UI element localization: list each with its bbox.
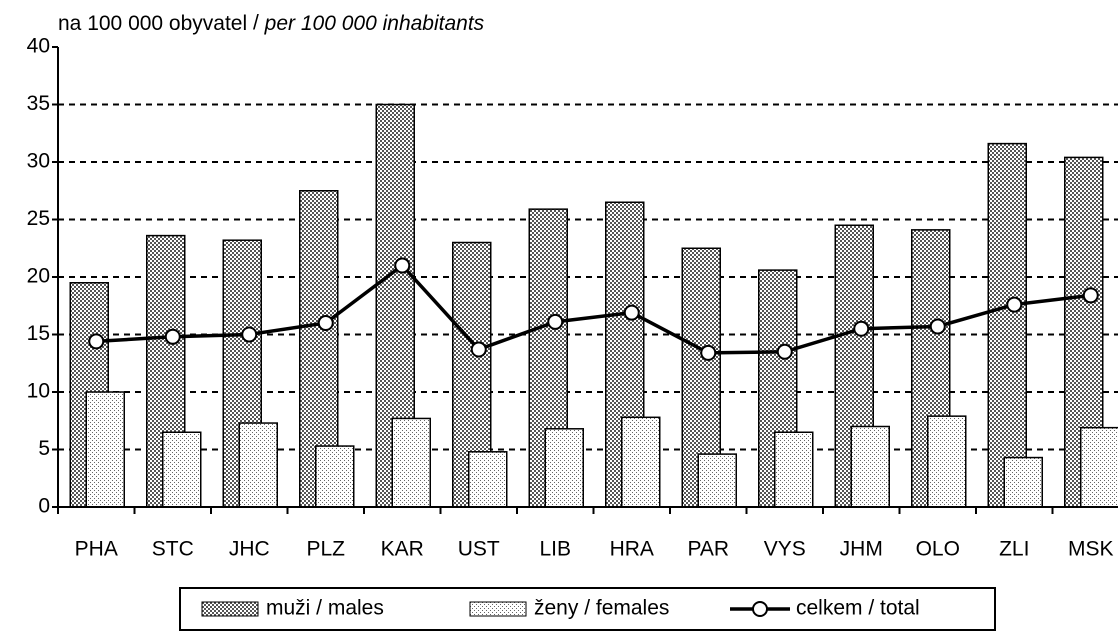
legend-label: muži / males [266, 597, 384, 620]
bar [987, 142, 1027, 508]
bar [774, 431, 814, 508]
x-tick-label: HRA [610, 538, 654, 561]
x-tick-label: PAR [687, 538, 729, 561]
x-tick-label: STC [152, 538, 194, 561]
marker [470, 341, 487, 358]
legend [179, 587, 996, 631]
legend-marker [752, 601, 768, 617]
marker [853, 320, 870, 337]
legend-swatch [201, 601, 259, 617]
bar [697, 453, 737, 508]
marker [317, 315, 334, 331]
marker [88, 333, 105, 350]
y-tick-label: 0 [38, 495, 50, 518]
y-tick-label: 25 [27, 207, 50, 230]
bar [391, 417, 431, 508]
x-tick-label: LIB [539, 538, 571, 561]
chart-title: na 100 000 obyvatel / per 100 000 inhabi… [58, 12, 485, 35]
x-tick-label: MSK [1068, 538, 1114, 561]
bar [850, 425, 890, 508]
y-tick-label: 10 [27, 380, 50, 403]
bar [315, 445, 355, 508]
line [96, 263, 1091, 355]
x-tick-label: ZLI [999, 538, 1029, 561]
marker [776, 343, 793, 360]
bar [927, 415, 967, 508]
x-tick-label: PLZ [306, 538, 345, 561]
marker [547, 313, 564, 330]
legend-label: celkem / total [796, 597, 920, 620]
y-tick-label: 30 [27, 150, 50, 173]
marker [623, 304, 640, 321]
x-tick-label: KAR [381, 538, 424, 561]
marker [164, 328, 181, 345]
bar [1080, 426, 1118, 508]
x-tick-label: UST [458, 538, 500, 561]
y-tick-label: 5 [38, 437, 50, 460]
x-tick-label: PHA [75, 538, 118, 561]
y-tick-label: 15 [27, 322, 50, 345]
legend-label: ženy / females [534, 597, 669, 620]
bar [1003, 456, 1043, 508]
marker [700, 344, 717, 361]
x-tick-label: VYS [764, 538, 806, 561]
marker [394, 257, 411, 274]
bar [468, 451, 508, 508]
marker [1006, 296, 1023, 313]
marker [929, 318, 946, 335]
y-tick-label: 35 [27, 92, 50, 115]
legend-swatch [469, 601, 527, 617]
x-tick-label: JHM [840, 538, 883, 561]
bar [544, 428, 584, 508]
y-tick-label: 20 [27, 265, 50, 288]
marker [241, 326, 258, 343]
x-tick-label: OLO [916, 538, 960, 561]
bar [85, 391, 125, 508]
bar [621, 416, 661, 508]
marker [1082, 287, 1099, 304]
y-tick-label: 40 [27, 35, 50, 58]
x-tick-label: JHC [229, 538, 270, 561]
bar [162, 431, 202, 508]
bar [238, 422, 278, 508]
